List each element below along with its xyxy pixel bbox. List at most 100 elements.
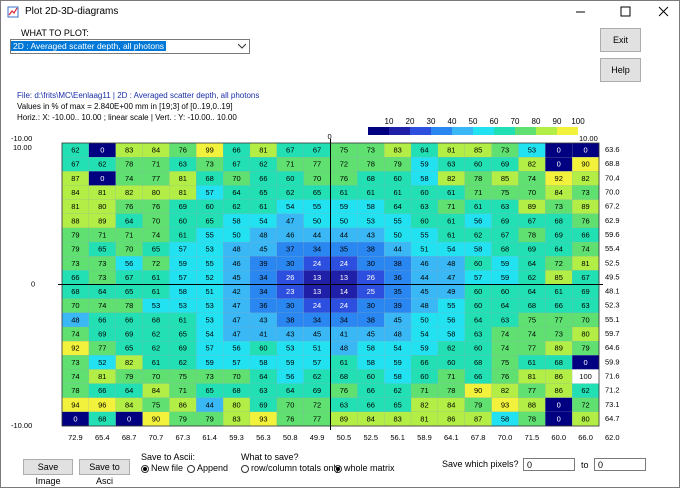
what-to-plot-label: WHAT TO PLOT: xyxy=(21,28,89,38)
cell-value: 81 xyxy=(447,146,455,155)
exit-button[interactable]: Exit xyxy=(600,28,641,52)
cell-value: 76 xyxy=(152,202,160,211)
cell-value: 60 xyxy=(474,344,482,353)
window-controls[interactable] xyxy=(567,3,677,21)
cell-value: 71 xyxy=(447,372,455,381)
cell-value: 85 xyxy=(501,174,509,183)
cell-value: 65 xyxy=(125,344,133,353)
cell-value: 58 xyxy=(447,330,455,339)
cell-value: 34 xyxy=(313,245,321,254)
save-asci-button[interactable]: Save to Asci xyxy=(79,459,130,486)
cell-value: 0 xyxy=(557,160,561,169)
cell-value: 87 xyxy=(71,174,79,183)
legend-label: 30 xyxy=(427,117,436,126)
new-file-option[interactable]: New file xyxy=(141,463,183,473)
cell-value: 46 xyxy=(232,259,240,268)
cell-value: 76 xyxy=(581,216,589,225)
cell-value: 53 xyxy=(179,301,187,310)
cell-value: 55 xyxy=(313,202,321,211)
cell-value: 62 xyxy=(313,372,321,381)
column-total: 71.5 xyxy=(525,433,540,442)
cell-value: 75 xyxy=(501,188,509,197)
legend-swatch xyxy=(431,127,452,135)
cell-value: 81 xyxy=(581,259,589,268)
cell-value: 57 xyxy=(232,358,240,367)
cell-value: 44 xyxy=(340,230,348,239)
legend-label: 40 xyxy=(448,117,457,126)
cell-value: 65 xyxy=(125,287,133,296)
cell-value: 59 xyxy=(340,202,348,211)
cell-value: 50 xyxy=(340,216,348,225)
cell-value: 14 xyxy=(340,287,348,296)
cell-value: 77 xyxy=(555,315,563,324)
cell-value: 62 xyxy=(259,160,267,169)
cell-value: 60 xyxy=(420,216,428,225)
to-spinner[interactable]: 0 xyxy=(594,458,646,471)
cell-value: 78 xyxy=(71,386,79,395)
cell-value: 61 xyxy=(367,188,375,197)
cell-value: 65 xyxy=(313,188,321,197)
cell-value: 46 xyxy=(286,230,294,239)
cell-value: 61 xyxy=(474,202,482,211)
row-total: 68.8 xyxy=(605,159,620,168)
cell-value: 76 xyxy=(125,202,133,211)
cell-value: 59 xyxy=(393,358,401,367)
cell-value: 69 xyxy=(501,216,509,225)
cell-value: 54 xyxy=(420,330,428,339)
cell-value: 66 xyxy=(98,386,106,395)
row-total: 59.6 xyxy=(605,230,620,239)
cell-value: 54 xyxy=(206,330,214,339)
cell-value: 24 xyxy=(340,259,348,268)
cell-value: 50 xyxy=(232,230,240,239)
cell-value: 57 xyxy=(474,273,482,282)
cell-value: 90 xyxy=(152,414,160,423)
cell-value: 60 xyxy=(206,202,214,211)
from-spinner[interactable]: 0 xyxy=(523,458,575,471)
cell-value: 61 xyxy=(447,188,455,197)
whole-matrix-option[interactable]: whole matrix xyxy=(334,463,395,473)
cell-value: 96 xyxy=(98,400,106,409)
cell-value: 48 xyxy=(232,245,240,254)
cell-value: 68 xyxy=(98,414,106,423)
cell-value: 77 xyxy=(152,174,160,183)
cell-value: 63 xyxy=(581,301,589,310)
cell-value: 60 xyxy=(474,160,482,169)
cell-value: 61 xyxy=(528,358,536,367)
cell-value: 63 xyxy=(179,160,187,169)
cell-value: 47 xyxy=(232,330,240,339)
cell-value: 76 xyxy=(340,174,348,183)
cell-value: 68 xyxy=(501,245,509,254)
cell-value: 66 xyxy=(555,301,563,310)
to-label: to xyxy=(581,460,589,470)
cell-value: 82 xyxy=(125,358,133,367)
help-button[interactable]: Help xyxy=(600,58,641,82)
cell-value: 75 xyxy=(152,400,160,409)
cell-value: 75 xyxy=(179,372,187,381)
column-total: 67.3 xyxy=(176,433,191,442)
option-label: row/column totals only xyxy=(251,463,341,473)
cell-value: 66 xyxy=(232,146,240,155)
save-image-button[interactable]: Save Image xyxy=(23,459,73,486)
cell-value: 61 xyxy=(152,273,160,282)
cell-value: 78 xyxy=(474,174,482,183)
plot-dropdown[interactable]: 2D : Averaged scatter depth, all photons xyxy=(10,39,250,54)
append-option[interactable]: Append xyxy=(187,463,228,473)
cell-value: 71 xyxy=(125,230,133,239)
totals-only-option[interactable]: row/column totals only xyxy=(241,463,340,473)
cell-value: 64 xyxy=(232,188,240,197)
cell-value: 75 xyxy=(528,315,536,324)
cell-value: 80 xyxy=(581,414,589,423)
axis-label: -10.00 xyxy=(11,134,32,143)
cell-value: 63 xyxy=(501,315,509,324)
cell-value: 86 xyxy=(447,414,455,423)
cell-value: 79 xyxy=(206,414,214,423)
cell-value: 53 xyxy=(206,245,214,254)
cell-value: 65 xyxy=(393,400,401,409)
cell-value: 34 xyxy=(313,315,321,324)
cell-value: 34 xyxy=(259,287,267,296)
cell-value: 43 xyxy=(367,230,375,239)
legend-label: 20 xyxy=(406,117,415,126)
legend-label: 100 xyxy=(571,117,585,126)
option-label: whole matrix xyxy=(344,463,395,473)
cell-value: 58 xyxy=(393,372,401,381)
